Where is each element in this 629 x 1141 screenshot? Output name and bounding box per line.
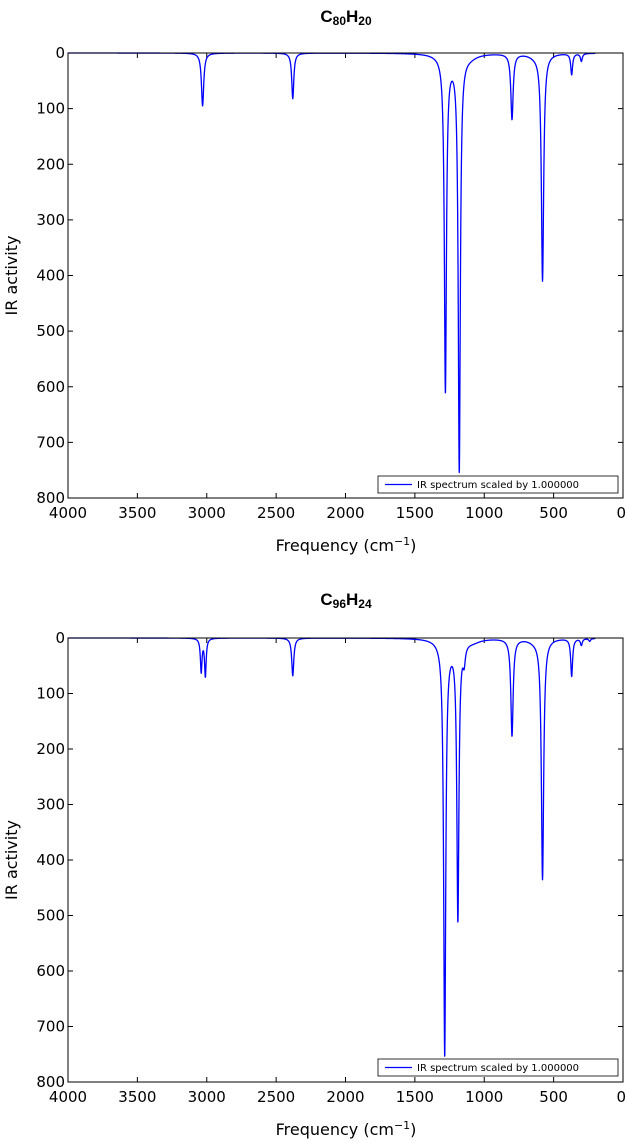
- y-tick-label: 700: [36, 433, 65, 451]
- y-tick-label: 800: [36, 489, 65, 507]
- y-tick-label: 300: [36, 211, 65, 229]
- y-tick-label: 800: [36, 1073, 65, 1091]
- y-tick-label: 0: [55, 44, 65, 62]
- x-tick-label: 500: [539, 504, 568, 522]
- x-tick-label: 2500: [257, 1088, 295, 1106]
- x-tick-label: 2500: [257, 504, 295, 522]
- y-tick-label: 400: [36, 851, 65, 869]
- legend-box: [377, 1058, 619, 1077]
- chart-c80h20: C80H20 4000 3500 3000 2500 2000 1500 1000 500 0 …: [2, 7, 626, 555]
- x-tick-label: 4000: [49, 1088, 87, 1106]
- x-tick-label: 0: [616, 504, 626, 522]
- y-axis-label: IR activity: [2, 820, 21, 900]
- y-axis-label: IR activity: [2, 236, 21, 316]
- y-tick-label: 200: [36, 155, 65, 173]
- x-tick-label: 2000: [326, 1088, 364, 1106]
- chart-title: C96H24: [320, 590, 372, 611]
- x-tick-label: 2000: [326, 504, 364, 522]
- y-axis-ticks: 0 100 200 300 400 500 600 700 800: [36, 44, 623, 507]
- x-tick-label: 1500: [396, 504, 434, 522]
- y-tick-label: 100: [36, 685, 65, 703]
- series-line-ir-spectrum: [67, 52, 596, 474]
- x-tick-label: 3000: [188, 1088, 226, 1106]
- x-axis-label: Frequency (cm−1): [276, 1119, 417, 1139]
- x-tick-label: 4000: [49, 504, 87, 522]
- plot-frame: [67, 637, 624, 1083]
- legend-box: [377, 475, 619, 494]
- series-line-ir-spectrum: [67, 637, 596, 1057]
- y-tick-label: 300: [36, 796, 65, 814]
- plot-frame: [67, 52, 624, 499]
- y-tick-label: 0: [55, 629, 65, 647]
- y-tick-label: 400: [36, 267, 65, 285]
- x-tick-label: 1500: [396, 1088, 434, 1106]
- y-tick-label: 600: [36, 962, 65, 980]
- legend: IR spectrum scaled by 1.000000: [377, 475, 619, 494]
- y-tick-label: 500: [36, 907, 65, 925]
- y-tick-label: 100: [36, 100, 65, 118]
- x-tick-label: 1000: [465, 1088, 503, 1106]
- y-tick-label: 200: [36, 740, 65, 758]
- chart-title: C80H20: [320, 7, 372, 28]
- y-tick-label: 500: [36, 322, 65, 340]
- legend-entry: IR spectrum scaled by 1.000000: [417, 480, 579, 491]
- y-tick-label: 700: [36, 1018, 65, 1036]
- x-tick-label: 3500: [118, 504, 156, 522]
- x-axis-label: Frequency (cm−1): [276, 535, 417, 555]
- x-axis-ticks: 4000 3500 3000 2500 2000 1500 1000 500 0: [49, 638, 626, 1106]
- legend: IR spectrum scaled by 1.000000: [377, 1058, 619, 1077]
- legend-entry: IR spectrum scaled by 1.000000: [417, 1063, 579, 1074]
- y-tick-label: 600: [36, 378, 65, 396]
- chart-c96h24: C96H24 4000 3500 3000 2500 2000 1500 1000 500 0 …: [2, 590, 626, 1139]
- y-axis-ticks: 0 100 200 300 400 500 600 700 800: [36, 629, 623, 1091]
- x-axis-ticks: 4000 3500 3000 2500 2000 1500 1000 500 0: [49, 53, 626, 522]
- x-tick-label: 0: [616, 1088, 626, 1106]
- x-tick-label: 3000: [188, 504, 226, 522]
- x-tick-label: 500: [539, 1088, 568, 1106]
- x-tick-label: 1000: [465, 504, 503, 522]
- x-tick-label: 3500: [118, 1088, 156, 1106]
